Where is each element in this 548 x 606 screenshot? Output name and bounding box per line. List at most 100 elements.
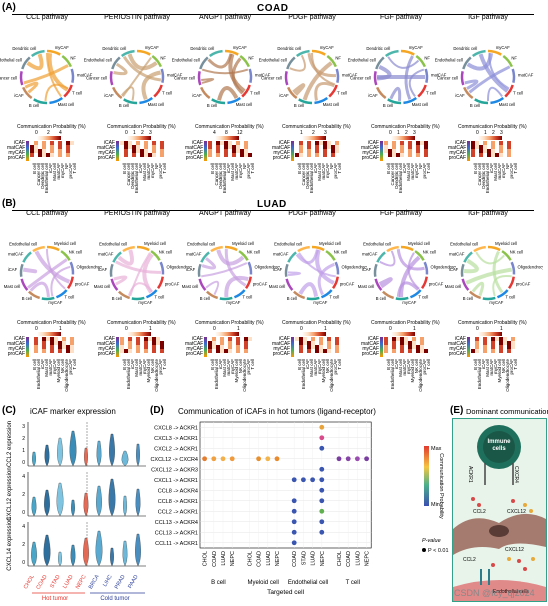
luad-scale-tick: 0 xyxy=(35,326,38,332)
luad-chord-sector xyxy=(414,250,425,261)
luad-chord-label: matCAF xyxy=(362,252,378,257)
coad-heat-cell xyxy=(491,145,495,149)
luad-chord-flow xyxy=(34,250,71,284)
luad-heat-cell xyxy=(303,341,307,345)
luad-heat-cell xyxy=(62,345,66,349)
coad-chord-label: matCAF xyxy=(77,73,93,78)
luad-heat-cell xyxy=(420,345,424,349)
coad-heat-cell xyxy=(62,149,66,153)
lr-dot xyxy=(319,424,325,430)
luad-heat-cell xyxy=(511,337,515,341)
lr-pair-label: CXCL8 -> ACKR1 xyxy=(154,425,198,431)
coad-heat-cell xyxy=(236,153,240,157)
coad-heat-cell xyxy=(50,149,54,153)
coad-chord-flow xyxy=(122,55,162,82)
coad-heat-cell xyxy=(315,153,319,157)
luad-chord-sector xyxy=(219,296,233,301)
dot-group-label: Myeloid cell xyxy=(248,580,279,586)
luad-heat-cell xyxy=(148,341,152,345)
luad-chord-sector xyxy=(501,250,512,261)
coad-scale-bar-3 xyxy=(302,136,326,140)
coad-heat-cell xyxy=(232,141,236,145)
coad-scale-tick: 2 xyxy=(405,130,408,136)
lr-dot xyxy=(220,456,226,462)
luad-heat-cell xyxy=(319,337,323,341)
coad-chord-flow xyxy=(26,53,44,71)
coad-heat-cell xyxy=(124,153,128,157)
coad-heat-cell xyxy=(46,153,50,157)
coad-heat-cell xyxy=(58,145,62,149)
coad-heat-cell xyxy=(224,149,228,153)
coad-heatmap-0 xyxy=(30,141,74,157)
lr-dot xyxy=(319,519,325,525)
coad-heat-cell xyxy=(160,153,164,157)
luad-heat-cell xyxy=(499,349,503,353)
luad-heat-cell xyxy=(132,349,136,353)
violin-gene-label: CXCL14 expression xyxy=(7,517,13,570)
coad-heat-cell xyxy=(388,141,392,145)
coad-chord-label: Cancer cell xyxy=(174,76,195,81)
coad-chord-label: myCAF xyxy=(496,45,510,50)
coad-heat-cell xyxy=(299,153,303,157)
luad-chord-flow xyxy=(205,280,220,295)
luad-heat-cell xyxy=(408,349,412,353)
luad-chord-label: Myeloid cell xyxy=(232,241,254,246)
violin-category: CHOL xyxy=(23,574,36,590)
luad-pathway-title-0: CCL pathway xyxy=(26,210,68,217)
communication-schematic xyxy=(453,425,546,601)
luad-heat-sidebar xyxy=(116,337,119,357)
luad-heat-cell xyxy=(216,349,220,353)
coad-heat-cell xyxy=(208,149,212,153)
violin-shape xyxy=(57,437,63,467)
luad-heat-cell xyxy=(424,349,428,353)
violin-shape xyxy=(122,540,128,567)
coad-heat-cell xyxy=(491,153,495,157)
ligand-cxcl12: CXCL12 xyxy=(507,509,526,515)
coad-chord-sector xyxy=(211,98,226,105)
coad-scale-tick: 0 xyxy=(476,130,479,136)
panel-c-label: (C) xyxy=(2,405,16,416)
coad-scale-tick: 0 xyxy=(35,130,38,136)
coad-chord-sector xyxy=(120,49,135,58)
violin-shape xyxy=(136,443,140,467)
coad-heat-cell xyxy=(140,153,144,157)
coad-heat-cell xyxy=(331,141,335,145)
luad-chord-label: NK cell xyxy=(334,249,347,254)
coad-heat-row-label: iCAF xyxy=(367,140,379,146)
luad-chord-sector xyxy=(297,245,310,253)
luad-pathway-title-4: FGF pathway xyxy=(379,210,423,217)
luad-heat-row-label: matCAF xyxy=(272,341,291,347)
luad-heat-cell xyxy=(34,337,38,341)
coad-chord-sector xyxy=(284,71,289,86)
luad-heat-row-label: proCAF xyxy=(361,351,379,357)
luad-heat-cell xyxy=(120,341,124,345)
violin-tick: 3 xyxy=(22,424,25,430)
luad-heat-cell xyxy=(148,337,152,341)
luad-chord-sector xyxy=(376,251,386,263)
luad-heat-cell xyxy=(38,341,42,345)
coad-heat-cell xyxy=(144,153,148,157)
coad-heat-cell xyxy=(479,145,483,149)
luad-heat-cell xyxy=(392,341,396,345)
luad-heat-cell xyxy=(303,349,307,353)
violin-category: LUAD xyxy=(62,574,75,590)
luad-heat-cell xyxy=(50,349,54,353)
coad-heat-col-label: T cell xyxy=(513,163,518,174)
luad-heat-cell xyxy=(331,341,335,345)
luad-heat-cell xyxy=(507,341,511,345)
coad-heat-sidebar xyxy=(116,141,119,161)
coad-chord-label: myCAF xyxy=(409,45,423,50)
coad-heatmap-3 xyxy=(295,141,339,157)
luad-heat-cell xyxy=(128,349,132,353)
coad-chord-flow xyxy=(127,53,158,71)
luad-chord-2: Myeloid cell NK cell Oligodendrocyte proCAF… xyxy=(182,241,280,305)
coad-heat-cell xyxy=(319,149,323,153)
luad-chord-label: iCAF xyxy=(98,267,108,272)
luad-heat-cell xyxy=(46,337,50,341)
luad-chord-flow xyxy=(224,248,247,287)
coad-comm-prob-4: Communication Probability (%) xyxy=(371,124,440,130)
luad-chord-sector xyxy=(60,250,71,261)
luad-chord-sector xyxy=(409,289,422,299)
coad-chord-label: matCAF xyxy=(431,73,447,78)
